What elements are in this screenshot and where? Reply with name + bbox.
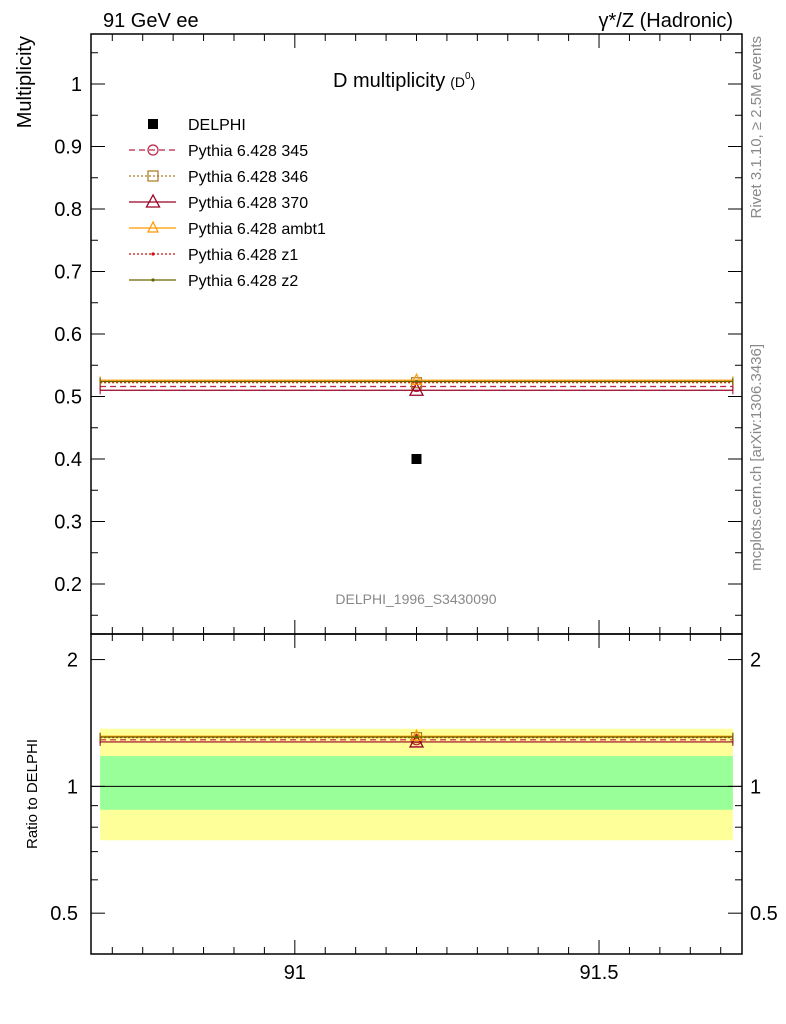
chart-title: D multiplicity (D0) bbox=[333, 70, 475, 92]
legend: DELPHI Pythia 6.428 345 Pythia 6.428 346 Py… bbox=[129, 117, 326, 290]
ratio-series-marker-5 bbox=[414, 735, 419, 739]
y-axis-label: Multiplicity bbox=[14, 36, 36, 128]
y-tick-label-8: 1 bbox=[71, 74, 82, 96]
ratio-y-tick-label-right-2: 2 bbox=[750, 650, 761, 672]
series-marker-1 bbox=[410, 377, 423, 389]
ratio-series-marker-2 bbox=[408, 733, 425, 748]
series-marker-3 bbox=[410, 372, 423, 385]
legend-label-5: Pythia 6.428 z2 bbox=[188, 273, 298, 290]
axis-ticks: 0.2 0.3 0.4 0.5 0.6 0.7 0.8 0.9 1 91 91.5 0.5 0.5 1 1 2… bbox=[50, 34, 778, 984]
legend-marker-5 bbox=[151, 278, 155, 282]
analysis-label: DELPHI_1996_S3430090 bbox=[335, 591, 496, 607]
legend-marker-0 bbox=[147, 144, 159, 156]
ratio-y-tick-label-right-0: 0.5 bbox=[750, 903, 778, 925]
series-lines bbox=[99, 372, 734, 748]
series-marker-2 bbox=[408, 381, 425, 396]
y-tick-label-5: 0.7 bbox=[54, 262, 82, 284]
legend-marker-4 bbox=[151, 252, 155, 256]
mcplots-label: mcplots.cern.ch [arXiv:1306.3436] bbox=[748, 344, 765, 571]
y-tick-label-6: 0.8 bbox=[54, 199, 82, 221]
data-point-delphi bbox=[411, 454, 422, 464]
x-tick-label-1: 91.5 bbox=[580, 962, 619, 984]
ratio-y-tick-label-left-1: 1 bbox=[67, 776, 78, 798]
legend-label-0: Pythia 6.428 345 bbox=[188, 143, 308, 160]
ratio-y-tick-label-left-0: 0.5 bbox=[50, 903, 78, 925]
chart-title-close: ) bbox=[471, 74, 476, 90]
legend-label-1: Pythia 6.428 346 bbox=[188, 169, 308, 186]
ratio-y-axis-label: Ratio to DELPHI bbox=[24, 739, 41, 849]
legend-label-4: Pythia 6.428 z1 bbox=[188, 247, 298, 264]
x-tick-label-0: 91 bbox=[284, 962, 306, 984]
y-tick-label-7: 0.9 bbox=[54, 137, 82, 159]
chart-title-main: D multiplicity bbox=[333, 70, 445, 92]
y-tick-label-4: 0.6 bbox=[54, 324, 82, 346]
y-tick-label-0: 0.2 bbox=[54, 574, 82, 596]
y-tick-label-1: 0.3 bbox=[54, 512, 82, 534]
ratio-bands bbox=[91, 728, 742, 841]
legend-marker-1 bbox=[147, 170, 159, 182]
legend-label-delphi: DELPHI bbox=[188, 117, 246, 134]
chart-title-sub: (D bbox=[450, 74, 465, 90]
header-right-label: γ*/Z (Hadronic) bbox=[599, 10, 733, 32]
ratio-y-tick-label-left-2: 2 bbox=[67, 650, 78, 672]
header-left-label: 91 GeV ee bbox=[103, 10, 199, 32]
y-tick-label-2: 0.4 bbox=[54, 449, 82, 471]
ratio-series-marker-3 bbox=[410, 728, 423, 741]
legend-marker-delphi bbox=[148, 119, 158, 129]
legend-label-3: Pythia 6.428 ambt1 bbox=[188, 221, 326, 238]
ratio-band-inner bbox=[100, 756, 733, 810]
legend-marker-2 bbox=[145, 193, 161, 208]
rivet-label: Rivet 3.1.10, ≥ 2.5M events bbox=[748, 36, 765, 219]
legend-label-2: Pythia 6.428 370 bbox=[188, 195, 308, 212]
series-marker-5 bbox=[414, 379, 419, 384]
legend-marker-3 bbox=[147, 220, 159, 233]
ratio-y-tick-label-right-1: 1 bbox=[750, 776, 761, 798]
chart-title-sup: 0 bbox=[465, 71, 471, 82]
y-tick-label-3: 0.5 bbox=[54, 387, 82, 409]
